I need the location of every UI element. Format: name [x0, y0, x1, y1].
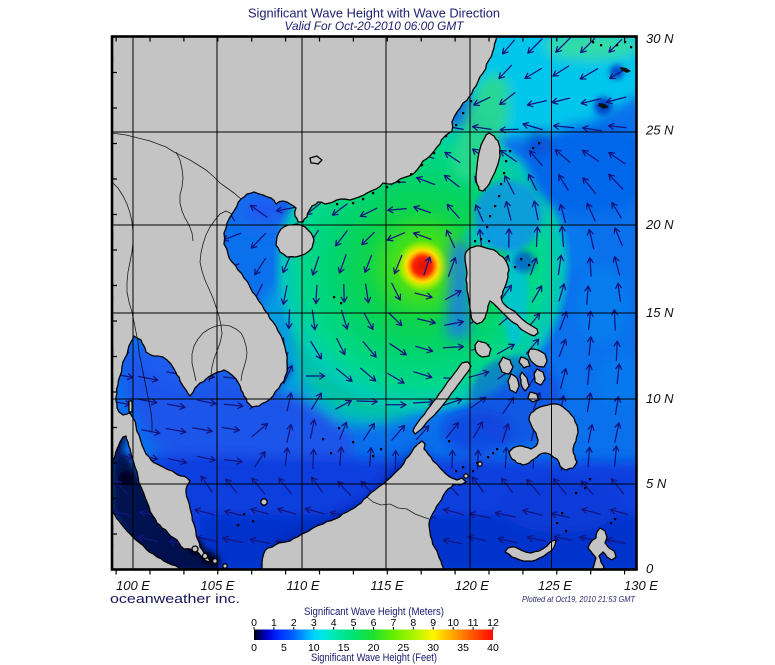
svg-text:9: 9 [430, 617, 436, 629]
svg-text:0: 0 [251, 617, 257, 629]
svg-text:oceanweather inc.: oceanweather inc. [110, 591, 240, 606]
svg-text:20 N: 20 N [645, 217, 674, 232]
svg-text:120 E: 120 E [455, 578, 489, 593]
svg-text:25: 25 [398, 642, 410, 654]
svg-text:5: 5 [351, 617, 357, 629]
svg-text:11: 11 [468, 617, 479, 629]
svg-text:35: 35 [457, 642, 469, 654]
svg-text:15: 15 [338, 642, 350, 654]
svg-text:25 N: 25 N [645, 123, 674, 138]
svg-text:12: 12 [487, 617, 499, 629]
svg-text:30 N: 30 N [646, 31, 674, 46]
svg-text:130 E: 130 E [624, 578, 658, 593]
svg-text:0: 0 [251, 642, 257, 654]
svg-text:8: 8 [410, 617, 416, 629]
svg-text:Plotted at Oct19, 2010 21:53 G: Plotted at Oct19, 2010 21:53 GMT [522, 594, 636, 604]
svg-text:Significant Wave Height with W: Significant Wave Height with Wave Direct… [248, 6, 500, 21]
svg-text:2: 2 [291, 617, 297, 629]
svg-text:1: 1 [271, 617, 277, 629]
svg-text:30: 30 [427, 642, 439, 654]
svg-text:15 N: 15 N [646, 305, 674, 320]
svg-text:Valid For Oct-20-2010 06:00 GM: Valid For Oct-20-2010 06:00 GMT [285, 19, 466, 33]
svg-text:10: 10 [447, 617, 459, 629]
svg-text:100 E: 100 E [116, 578, 150, 593]
svg-text:40: 40 [487, 642, 499, 654]
svg-text:7: 7 [390, 617, 396, 629]
svg-text:4: 4 [331, 617, 337, 629]
svg-text:5: 5 [281, 642, 287, 654]
svg-text:Significant Wave Height (Feet): Significant Wave Height (Feet) [311, 652, 437, 664]
svg-text:3: 3 [311, 617, 317, 629]
svg-text:Significant Wave Height (Meter: Significant Wave Height (Meters) [304, 606, 444, 618]
svg-text:6: 6 [371, 617, 377, 629]
svg-text:0: 0 [646, 561, 654, 576]
svg-text:20: 20 [368, 642, 380, 654]
svg-text:5 N: 5 N [646, 476, 667, 491]
svg-text:125 E: 125 E [538, 578, 572, 593]
svg-text:105 E: 105 E [201, 578, 235, 593]
svg-text:115 E: 115 E [370, 578, 403, 593]
svg-text:10: 10 [308, 642, 320, 654]
svg-text:110 E: 110 E [286, 578, 319, 593]
svg-text:10 N: 10 N [646, 391, 674, 406]
